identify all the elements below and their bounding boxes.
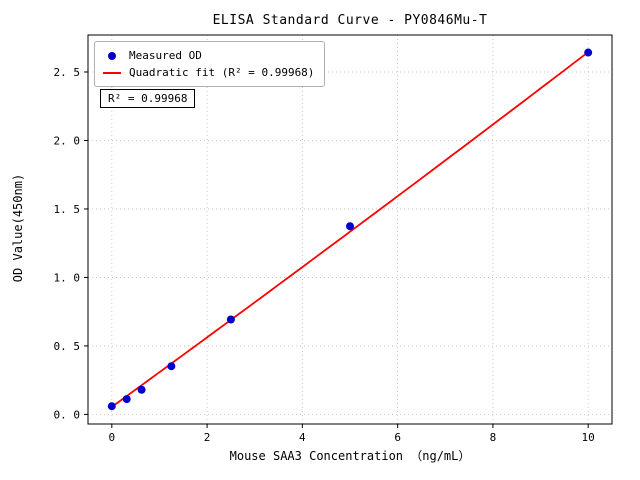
x-tick-label: 0 — [109, 431, 116, 444]
legend-label-quadratic-fit: Quadratic fit (R² = 0.99968) — [129, 66, 315, 79]
y-tick-label: 0. 5 — [54, 340, 81, 353]
data-point — [167, 362, 176, 371]
legend-item-quadratic-fit: Quadratic fit (R² = 0.99968) — [103, 64, 314, 81]
y-tick-label: 1. 0 — [54, 271, 81, 284]
data-point — [137, 385, 146, 394]
scatter-marker-icon — [108, 51, 116, 60]
data-point — [226, 315, 235, 324]
data-point — [584, 48, 593, 57]
chart-title: ELISA Standard Curve - PY0846Mu-T — [212, 13, 488, 28]
y-tick-label: 2. 0 — [54, 134, 81, 147]
y-tick-label: 2. 5 — [54, 66, 81, 79]
data-point — [122, 395, 131, 404]
fit-line — [111, 51, 589, 408]
x-tick-label: 2 — [204, 431, 211, 444]
data-point — [346, 222, 354, 231]
x-tick-label: 6 — [394, 431, 401, 444]
x-axis-label: Mouse SAA3 Concentration （ng/mL） — [229, 449, 471, 463]
y-axis-label: OD Value(450nm) — [11, 173, 25, 283]
legend-item-measured-od: Measured OD — [103, 47, 314, 64]
y-tick-label: 1. 5 — [54, 203, 81, 216]
plot-border — [87, 34, 613, 425]
fit-line-marker-icon — [103, 71, 121, 74]
y-tick-label: 0. 0 — [54, 408, 81, 421]
x-tick-label: 4 — [299, 431, 306, 444]
legend: Measured OD Quadratic fit (R² = 0.99968) — [94, 41, 326, 87]
x-tick-label: 8 — [490, 431, 497, 444]
legend-label-measured-od: Measured OD — [129, 49, 202, 62]
x-tick-label: 10 — [582, 431, 595, 444]
data-point — [107, 402, 116, 411]
r-squared-annotation: R² = 0.99968 — [100, 89, 196, 108]
